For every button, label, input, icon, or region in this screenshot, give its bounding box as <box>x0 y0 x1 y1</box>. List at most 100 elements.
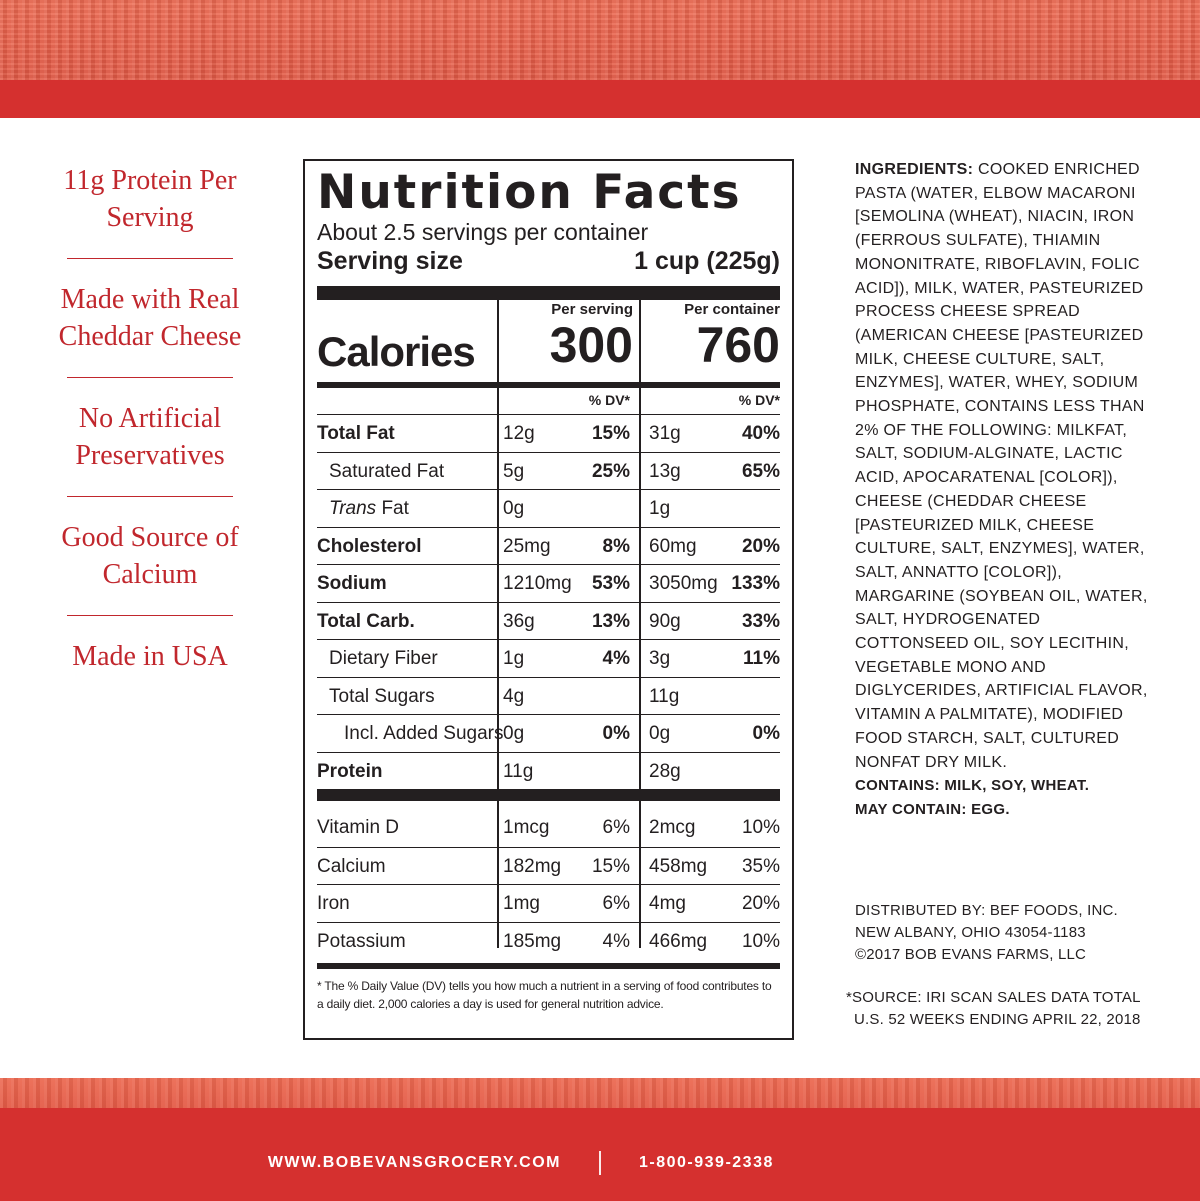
nutrition-facts-panel: Nutrition Facts About 2.5 servings per c… <box>303 159 794 1040</box>
dv-per-serving: 25% <box>591 460 630 482</box>
amount-per-container: 3g <box>649 648 671 669</box>
bottom-band-texture <box>0 1078 1200 1108</box>
dv-per-container: 65% <box>741 460 780 482</box>
vitamin-row-potassium: Potassium 185mg 4% 466mg 10% <box>317 921 780 960</box>
nutrient-label: Cholesterol <box>317 535 422 557</box>
dv-per-container: 40% <box>741 423 780 444</box>
dv-per-serving: 6% <box>602 893 630 914</box>
claim-divider <box>67 377 233 378</box>
source-line: U.S. 52 WEEKS ENDING APRIL 22, 2018 <box>854 1011 1141 1028</box>
claim-divider <box>67 258 233 259</box>
footer-contact: WWW.BOBEVANSGROCERY.COM 1-800-939-2338 <box>0 1148 1200 1178</box>
column-divider <box>497 300 499 382</box>
dv-header-serving: % DV* <box>588 392 630 408</box>
dv-per-serving: 15% <box>591 423 630 444</box>
nutrient-label: Total Fat <box>317 423 395 444</box>
vitamins-spacer <box>317 801 780 809</box>
nutrition-facts-title: Nutrition Facts <box>317 165 742 220</box>
amount-per-container: 13g <box>649 460 681 482</box>
nutrient-label: Vitamin D <box>317 817 400 838</box>
dv-per-container: 10% <box>741 817 780 838</box>
calories-per-serving: 300 <box>549 317 633 373</box>
dv-per-serving: 15% <box>591 855 630 877</box>
nutrient-label: Total Carb. <box>317 610 415 632</box>
footer-separator <box>599 1151 601 1175</box>
dv-header-row: % DV* % DV* <box>317 388 780 414</box>
amount-per-container: 466mg <box>649 930 708 952</box>
amount-per-serving: 185mg <box>503 930 562 952</box>
dv-per-serving: 53% <box>591 573 630 594</box>
trans-rest: Fat <box>376 498 409 519</box>
dv-per-serving: 4% <box>602 648 630 669</box>
nutrient-label: Incl. Added Sugars <box>344 723 504 744</box>
source-note: *SOURCE: IRI SCAN SALES DATA TOTAL U.S. … <box>846 987 1166 1031</box>
product-claims: 11g Protein Per Serving Made with Real C… <box>40 160 260 677</box>
claim-divider <box>67 615 233 616</box>
ingredients-heading: INGREDIENTS: <box>855 161 974 178</box>
claim-cheddar: Made with Real Cheddar Cheese <box>58 284 242 352</box>
calories-per-serving-col: Per serving 300 <box>503 300 633 370</box>
dv-per-container: 35% <box>741 855 780 877</box>
claim-divider <box>67 496 233 497</box>
servings-per-container: About 2.5 servings per container <box>317 219 649 245</box>
amount-per-container: 90g <box>649 610 681 632</box>
dv-per-serving: 0% <box>602 723 630 744</box>
distributor-line: DISTRIBUTED BY: BEF FOODS, INC. <box>855 902 1118 919</box>
nutrient-label: Protein <box>317 760 383 782</box>
dv-per-container: 11% <box>743 648 780 669</box>
column-divider <box>639 388 641 948</box>
claim-protein: 11g Protein Per Serving <box>63 165 237 233</box>
serving-size-label: Serving size <box>317 247 463 275</box>
amount-per-serving: 4g <box>503 685 525 707</box>
dv-per-serving: 4% <box>602 930 630 952</box>
amount-per-container: 458mg <box>649 855 708 877</box>
daily-value-footnote: * The % Daily Value (DV) tells you how m… <box>317 979 772 1011</box>
nutrient-label: Trans Fat <box>317 498 409 520</box>
amount-per-serving: 1210mg <box>503 573 572 594</box>
dv-per-container: 0% <box>752 723 780 744</box>
nutrient-row-saturated-fat: Saturated Fat 5g 25% 13g 65% <box>317 451 780 490</box>
nutrient-row-dietary-fiber: Dietary Fiber 1g 4% 3g 11% <box>317 639 780 677</box>
allergen-may-contain: MAY CONTAIN: EGG. <box>855 800 1010 818</box>
amount-per-container: 3050mg <box>649 573 718 594</box>
amount-per-serving: 182mg <box>503 855 562 877</box>
amount-per-container: 0g <box>649 723 671 744</box>
claim-preservatives: No Artificial Preservatives <box>75 403 225 471</box>
calories-label: Calories <box>317 328 476 375</box>
per-container-label: Per container <box>684 301 780 318</box>
allergen-contains: CONTAINS: MILK, SOY, WHEAT. <box>855 777 1090 795</box>
nutrient-label: Total Sugars <box>329 685 435 707</box>
claim-usa: Made in USA <box>72 641 228 672</box>
amount-per-container: 28g <box>649 760 681 782</box>
dv-per-container: 33% <box>741 610 780 632</box>
dv-per-container: 20% <box>741 893 780 914</box>
amount-per-serving: 0g <box>503 498 525 519</box>
ingredients-text: COOKED ENRICHED PASTA (WATER, ELBOW MACA… <box>855 161 1148 771</box>
trans-italic: Trans <box>329 498 377 519</box>
dv-header-container: % DV* <box>738 392 780 408</box>
bottom-decorative-band <box>0 1078 1200 1201</box>
nutrient-row-protein: Protein 11g 28g <box>317 751 780 790</box>
vitamin-row-iron: Iron 1mg 6% 4mg 20% <box>317 884 780 922</box>
vitamin-row-calcium: Calcium 182mg 15% 458mg 35% <box>317 846 780 885</box>
calories-per-container: 760 <box>696 317 780 373</box>
nutrient-table: % DV* % DV* Total Fat 12g 15% 31g 40% Sa… <box>317 388 780 959</box>
amount-per-container: 1g <box>649 498 671 519</box>
amount-per-container: 4mg <box>649 893 686 914</box>
serving-size-value: 1 cup (225g) <box>634 247 780 275</box>
claim-calcium: Good Source of Calcium <box>61 522 239 590</box>
nutrient-row-total-fat: Total Fat 12g 15% 31g 40% <box>317 414 780 452</box>
nutrient-row-added-sugars: Incl. Added Sugars 0g 0% 0g 0% <box>317 714 780 752</box>
dv-per-serving: 13% <box>591 610 630 632</box>
footnote-divider <box>317 963 780 969</box>
phone-number: 1-800-939-2338 <box>639 1154 774 1171</box>
dv-per-container: 10% <box>741 930 780 952</box>
vitamin-row-vitamin-d: Vitamin D 1mcg 6% 2mcg 10% <box>317 809 780 847</box>
nutrient-label: Potassium <box>317 930 406 952</box>
distributor-line: ©2017 BOB EVANS FARMS, LLC <box>855 946 1087 963</box>
top-decorative-band <box>0 0 1200 118</box>
amount-per-serving: 12g <box>503 423 535 444</box>
nutrient-label: Calcium <box>317 855 386 877</box>
dv-per-serving: 8% <box>602 535 630 557</box>
calories-per-container-col: Per container 760 <box>647 300 780 370</box>
